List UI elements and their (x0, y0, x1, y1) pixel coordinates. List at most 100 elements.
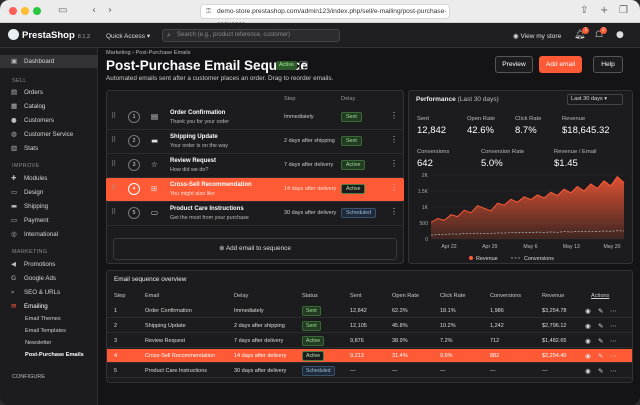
metric-value: 42.6% (467, 125, 494, 136)
minimize-window-button[interactable] (21, 7, 29, 15)
new-tab-icon[interactable]: + (600, 5, 609, 16)
help-button[interactable]: Help (593, 56, 623, 73)
page-title: Post-Purchase Email Sequence (106, 58, 308, 73)
add-email-to-sequence-button[interactable]: ⊕ Add email to sequence (113, 238, 397, 260)
more-options-icon[interactable]: ⋮ (390, 111, 398, 120)
close-window-button[interactable] (9, 7, 17, 15)
prestashop-logo[interactable]: PrestaShop 8.1.2 (8, 29, 90, 41)
stats-icon: ▥ (11, 144, 18, 152)
status-badge: Sent (341, 112, 362, 122)
more-options-icon[interactable]: ⋮ (390, 159, 398, 168)
design-icon: ▭ (11, 188, 18, 196)
table-row[interactable]: 2 Shipping Update 2 days after shipping Sen… (107, 319, 632, 333)
sequence-row[interactable]: ⠿ 4 ⊞ Cross-Sell Recommendation You might al… (106, 178, 404, 202)
table-row[interactable]: 4 Cross-Sell Recommendation 14 days after … (107, 349, 632, 363)
breadcrumb[interactable]: Marketing › Post-Purchase Emails (106, 50, 191, 56)
preview-icon[interactable]: ◉ (585, 307, 591, 315)
sidebar-item-seo[interactable]: ⌕ SEO & URLs (0, 286, 98, 299)
sidebar-item-dashboard[interactable]: ▣ Dashboard (0, 55, 98, 68)
more-options-icon[interactable]: ⋮ (390, 207, 398, 216)
sidebar-toggle-icon[interactable]: ▭ (58, 5, 68, 16)
sidebar-sub-email-themes[interactable]: Email Themes (25, 316, 61, 322)
range-select[interactable]: Last 30 days ▾ (567, 94, 623, 105)
maximize-window-button[interactable] (33, 7, 41, 15)
globe-icon: ◎ (11, 230, 17, 238)
sidebar-item-emailing[interactable]: ✉ Emailing (0, 300, 98, 313)
drag-handle-icon[interactable]: ⠿ (111, 209, 117, 216)
more-options-icon[interactable]: ⋯ (610, 322, 617, 330)
dashboard-icon: ▣ (11, 57, 18, 65)
tabs-overview-icon[interactable]: ❐ (619, 5, 628, 16)
edit-icon[interactable]: ✎ (598, 367, 604, 375)
email-title: Order Confirmation (170, 110, 226, 116)
table-cell: Immediately (234, 308, 264, 314)
sidebar-item-customer-service[interactable]: ◍ Customer Service (0, 128, 98, 141)
edit-icon[interactable]: ✎ (598, 337, 604, 345)
metric-value: 5.0% (481, 158, 503, 169)
sidebar-item-modules[interactable]: ✚ Modules (0, 172, 98, 185)
status-badge: Active (341, 184, 366, 194)
preview-icon[interactable]: ◉ (585, 352, 591, 360)
sidebar-item-payment[interactable]: ▭ Payment (0, 214, 98, 227)
email-subtitle: Thank you for your order (170, 119, 230, 125)
drag-handle-icon[interactable]: ⠿ (111, 137, 117, 144)
sidebar-sub-newsletter[interactable]: Newsletter (25, 340, 52, 346)
status-badge: Active (302, 336, 325, 346)
sequence-row[interactable]: ⠿ 1 ▤ Order Confirmation Thank you for your … (106, 106, 404, 130)
sequence-row[interactable]: ⠿ 5 ▭ Product Care Instructions Get the most… (106, 202, 404, 226)
back-icon[interactable]: ‹ (92, 5, 96, 16)
sidebar-item-international[interactable]: ◎ International (0, 228, 98, 241)
col-step-header: Step (284, 96, 296, 102)
address-bar[interactable]: ⚿ demo-store.prestashop.com/admin123/ind… (200, 4, 450, 28)
drag-handle-icon[interactable]: ⠿ (111, 185, 117, 192)
sidebar-item-customers[interactable]: ● Customers (0, 114, 98, 127)
table-cell: Review Request (145, 338, 186, 344)
preview-icon[interactable]: ◉ (585, 367, 591, 375)
edit-icon[interactable]: ✎ (598, 322, 604, 330)
sidebar-item-promotions[interactable]: ◀ Promotions (0, 258, 98, 271)
status-badge: Active (341, 160, 366, 170)
more-options-icon[interactable]: ⋯ (610, 337, 617, 345)
cart-icon[interactable]: ☖ 2 (595, 27, 608, 40)
sequence-row[interactable]: ⠿ 2 ▬ Shipping Update Your order is on the w… (106, 130, 404, 154)
sidebar-sub-post-purchase[interactable]: Post-Purchase Emails (25, 352, 84, 358)
edit-icon[interactable]: ✎ (598, 307, 604, 315)
table-cell: — (542, 368, 548, 374)
table-row[interactable]: 5 Product Care Instructions 30 days after … (107, 364, 632, 378)
section-sell: SELL (12, 78, 27, 84)
drag-handle-icon[interactable]: ⠿ (111, 113, 117, 120)
sequence-row[interactable]: ⠿ 3 ☆ Review Request How did we do? 7 days af… (106, 154, 404, 178)
preview-icon[interactable]: ◉ (585, 322, 591, 330)
more-options-icon[interactable]: ⋮ (390, 135, 398, 144)
quick-access-menu[interactable]: Quick Access ▾ (106, 33, 151, 40)
sidebar-item-orders[interactable]: ▤ Orders (0, 86, 98, 99)
step-number: 3 (128, 159, 140, 171)
table-row[interactable]: 1 Order Confirmation Immediately Sent 12,842… (107, 304, 632, 318)
view-store-link[interactable]: ◉ View my store (513, 33, 562, 40)
profile-icon[interactable]: ● (616, 30, 624, 40)
drag-handle-icon[interactable]: ⠿ (111, 161, 117, 168)
share-icon[interactable]: ⇪ (580, 5, 589, 16)
sidebar-item-shipping[interactable]: ▬ Shipping (0, 200, 98, 213)
sidebar-item-stats[interactable]: ▥ Stats (0, 142, 98, 155)
sidebar-item-google-ads[interactable]: G Google Ads (0, 272, 98, 285)
edit-icon[interactable]: ✎ (598, 352, 604, 360)
preview-icon[interactable]: ◉ (585, 337, 591, 345)
more-options-icon[interactable]: ⋯ (610, 352, 617, 360)
col-delay-header: Delay (341, 96, 356, 102)
sidebar-item-design[interactable]: ▭ Design (0, 186, 98, 199)
forward-icon[interactable]: › (108, 5, 112, 16)
bell-icon[interactable]: 🔔︎ 1 (574, 27, 590, 40)
x-tick-label: May 20 (603, 244, 620, 250)
sidebar-item-catalog[interactable]: ▦ Catalog (0, 100, 98, 113)
table-row[interactable]: 3 Review Request 7 days after delivery Acti… (107, 334, 632, 348)
more-options-icon[interactable]: ⋯ (610, 307, 617, 315)
status-dropdown[interactable]: ▾ (299, 61, 308, 70)
admin-search-input[interactable]: ⌕ Search (e.g., product reference, custo… (162, 29, 340, 42)
more-options-icon[interactable]: ⋯ (610, 367, 617, 375)
browser-chrome: ▭ ‹ › ⚿ demo-store.prestashop.com/admin1… (0, 0, 640, 28)
more-options-icon[interactable]: ⋮ (390, 183, 398, 192)
sidebar-sub-email-templates[interactable]: Email Templates (25, 328, 66, 334)
preview-button[interactable]: Preview (495, 56, 533, 73)
add-email-button[interactable]: Add email (539, 56, 582, 73)
